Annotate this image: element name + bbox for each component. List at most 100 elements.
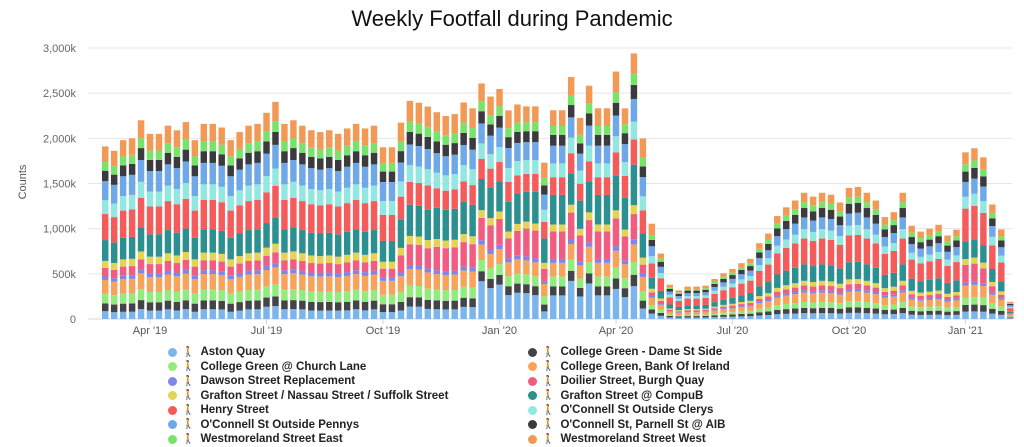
bar-segment[interactable]	[165, 153, 171, 165]
legend-item[interactable]: 🚶Westmoreland Street East	[168, 432, 528, 447]
bar-segment[interactable]	[926, 315, 932, 319]
bar-segment[interactable]	[631, 74, 637, 85]
bar-segment[interactable]	[326, 130, 332, 147]
bar-segment[interactable]	[891, 212, 897, 220]
bar-segment[interactable]	[828, 219, 834, 231]
bar-segment[interactable]	[326, 310, 332, 319]
bar-segment[interactable]	[971, 179, 977, 194]
bar-segment[interactable]	[801, 313, 807, 319]
bar-segment[interactable]	[801, 202, 807, 208]
bar-segment[interactable]	[398, 181, 404, 196]
bar-segment[interactable]	[254, 309, 260, 319]
bar-segment[interactable]	[514, 194, 520, 224]
bar-segment[interactable]	[407, 132, 413, 144]
bar-segment[interactable]	[425, 272, 431, 288]
bar-segment[interactable]	[505, 182, 511, 202]
bar-segment[interactable]	[147, 277, 153, 292]
bar-segment[interactable]	[353, 274, 359, 290]
bar-segment[interactable]	[649, 296, 655, 298]
bar-segment[interactable]	[971, 285, 977, 297]
bar-segment[interactable]	[953, 247, 959, 255]
bar-segment[interactable]	[174, 273, 180, 277]
bar-segment[interactable]	[371, 126, 377, 143]
bar-segment[interactable]	[962, 298, 968, 305]
bar-segment[interactable]	[183, 161, 189, 183]
bar-segment[interactable]	[326, 263, 332, 272]
bar-segment[interactable]	[425, 240, 431, 248]
bar-segment[interactable]	[980, 298, 986, 305]
bar-segment[interactable]	[989, 303, 995, 308]
bar-segment[interactable]	[953, 299, 959, 301]
bar-segment[interactable]	[837, 225, 843, 236]
bar-segment[interactable]	[299, 309, 305, 319]
bar-segment[interactable]	[998, 240, 1004, 247]
bar-segment[interactable]	[523, 256, 529, 260]
bar-segment[interactable]	[837, 303, 843, 308]
bar-segment[interactable]	[335, 151, 341, 160]
bar-segment[interactable]	[980, 245, 986, 263]
bar-segment[interactable]	[398, 291, 404, 301]
bar-segment[interactable]	[801, 293, 807, 302]
bar-segment[interactable]	[649, 240, 655, 246]
bar-segment[interactable]	[631, 99, 637, 122]
bar-segment[interactable]	[263, 256, 269, 266]
bar-segment[interactable]	[586, 86, 592, 104]
bar-segment[interactable]	[434, 290, 440, 301]
bar-segment[interactable]	[165, 309, 171, 319]
bar-segment[interactable]	[935, 259, 941, 278]
bar-segment[interactable]	[317, 256, 323, 264]
bar-segment[interactable]	[604, 108, 610, 126]
bar-segment[interactable]	[783, 309, 789, 314]
bar-segment[interactable]	[398, 151, 404, 162]
bar-segment[interactable]	[747, 263, 753, 266]
bar-segment[interactable]	[693, 296, 699, 298]
bar-segment[interactable]	[908, 294, 914, 297]
bar-segment[interactable]	[944, 297, 950, 300]
bar-segment[interactable]	[362, 302, 368, 311]
bar-segment[interactable]	[344, 291, 350, 302]
bar-segment[interactable]	[210, 300, 216, 309]
bar-segment[interactable]	[658, 305, 664, 310]
bar-segment[interactable]	[837, 288, 843, 292]
bar-segment[interactable]	[138, 269, 144, 273]
bar-segment[interactable]	[380, 281, 386, 295]
bar-segment[interactable]	[183, 274, 189, 290]
bar-segment[interactable]	[192, 259, 198, 266]
bar-segment[interactable]	[299, 290, 305, 301]
bar-segment[interactable]	[218, 202, 224, 231]
bar-segment[interactable]	[622, 162, 628, 176]
bar-segment[interactable]	[640, 233, 646, 258]
bar-segment[interactable]	[407, 205, 413, 236]
bar-segment[interactable]	[183, 183, 189, 199]
bar-segment[interactable]	[935, 236, 941, 243]
bar-segment[interactable]	[505, 286, 511, 295]
bar-segment[interactable]	[631, 85, 637, 99]
bar-segment[interactable]	[460, 270, 466, 286]
bar-segment[interactable]	[900, 217, 906, 229]
bar-segment[interactable]	[218, 127, 224, 144]
bar-segment[interactable]	[389, 304, 395, 312]
bar-segment[interactable]	[765, 296, 771, 299]
bar-segment[interactable]	[147, 234, 153, 256]
bar-segment[interactable]	[935, 315, 941, 319]
bar-segment[interactable]	[810, 293, 816, 302]
bar-segment[interactable]	[684, 293, 690, 296]
bar-segment[interactable]	[855, 313, 861, 319]
bar-segment[interactable]	[873, 244, 879, 268]
bar-segment[interactable]	[451, 155, 457, 174]
bar-segment[interactable]	[425, 137, 431, 149]
bar-segment[interactable]	[765, 311, 771, 315]
bar-segment[interactable]	[532, 295, 538, 319]
bar-segment[interactable]	[613, 289, 619, 319]
bar-segment[interactable]	[425, 289, 431, 300]
bar-segment[interactable]	[792, 209, 798, 215]
bar-segment[interactable]	[944, 260, 950, 266]
bar-segment[interactable]	[935, 299, 941, 306]
bar-segment[interactable]	[604, 224, 610, 231]
bar-segment[interactable]	[747, 311, 753, 314]
bar-segment[interactable]	[174, 204, 180, 232]
bar-segment[interactable]	[218, 254, 224, 262]
bar-segment[interactable]	[604, 177, 610, 195]
bar-segment[interactable]	[227, 211, 233, 238]
bar-segment[interactable]	[747, 276, 753, 280]
